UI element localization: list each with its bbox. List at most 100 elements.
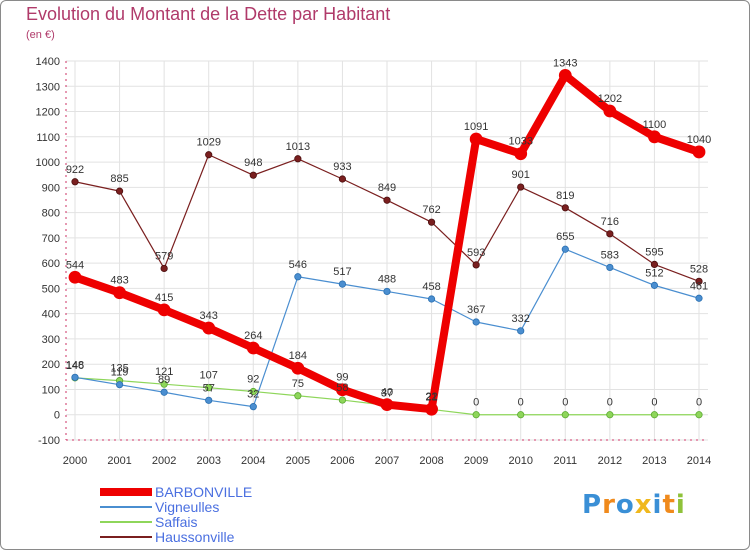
data-label: 107 [200, 370, 218, 382]
data-label: 264 [244, 330, 262, 342]
data-point [695, 411, 703, 419]
x-tick-label: 2014 [687, 455, 711, 467]
data-point [695, 294, 703, 302]
x-tick-label: 2013 [642, 455, 666, 467]
data-point [205, 151, 213, 159]
data-point [692, 145, 706, 159]
data-point [606, 230, 614, 238]
legend-label: Vigneulles [155, 499, 219, 515]
y-tick-label: 500 [42, 283, 60, 295]
data-point [291, 361, 305, 375]
x-tick-label: 2010 [508, 455, 532, 467]
x-tick-label: 2001 [107, 455, 131, 467]
chart-title: Evolution du Montant de la Dette par Hab… [26, 4, 391, 24]
data-label: 0 [651, 397, 657, 409]
data-point [249, 387, 257, 396]
data-label: 148 [66, 359, 84, 371]
data-point [246, 341, 260, 355]
data-point [338, 280, 347, 288]
logo-letter: i [652, 490, 663, 520]
data-point [160, 380, 168, 388]
data-point [517, 327, 525, 335]
data-point [160, 264, 168, 273]
data-label: 819 [556, 190, 574, 202]
data-point [650, 411, 659, 419]
x-tick-label: 2006 [330, 455, 354, 467]
legend-label: Haussonville [155, 529, 235, 545]
legend-label: BARBONVILLE [155, 484, 252, 500]
data-point [336, 383, 349, 397]
data-point [294, 155, 302, 163]
y-tick-label: 300 [42, 334, 60, 346]
data-point [606, 411, 614, 419]
data-point [338, 396, 347, 404]
data-point [695, 277, 703, 285]
data-point [383, 196, 391, 204]
data-label: 933 [333, 161, 351, 173]
data-label: 583 [601, 249, 619, 261]
y-tick-label: 1300 [36, 81, 60, 93]
data-point [249, 403, 257, 411]
data-label: 517 [333, 266, 351, 278]
data-label: 367 [467, 304, 485, 316]
logo-letter: P [582, 490, 603, 520]
data-label: 184 [289, 350, 307, 362]
data-label: 512 [645, 267, 663, 279]
data-label: 948 [244, 157, 262, 169]
logo-letter: r [602, 490, 616, 520]
data-point [472, 318, 480, 326]
data-point [650, 260, 659, 268]
data-label: 0 [518, 397, 524, 409]
data-label: 119 [111, 367, 129, 379]
x-tick-label: 2005 [286, 455, 310, 467]
data-label: 1202 [598, 93, 622, 105]
data-point [561, 204, 569, 212]
data-label: 32 [247, 389, 259, 401]
y-tick-label: 900 [42, 182, 60, 194]
data-point [71, 373, 79, 381]
data-label: 544 [66, 259, 84, 271]
data-label: 415 [155, 292, 173, 304]
data-point [472, 261, 480, 269]
y-tick-label: 1200 [36, 107, 60, 119]
data-point [380, 398, 394, 412]
data-point [71, 178, 79, 186]
data-point [205, 384, 213, 392]
data-point [427, 218, 436, 226]
data-point [425, 402, 438, 416]
data-point [205, 396, 213, 404]
y-tick-label: 100 [42, 384, 60, 396]
data-label: 922 [66, 164, 84, 176]
y-tick-label: -100 [38, 435, 60, 447]
data-point [606, 263, 614, 272]
x-tick-label: 2000 [63, 455, 87, 467]
data-label: 716 [601, 216, 619, 228]
x-tick-label: 2009 [464, 455, 488, 467]
data-label: 1040 [687, 134, 711, 146]
data-label: 1100 [643, 119, 667, 131]
data-label: 762 [422, 204, 440, 216]
logo-letter: x [634, 490, 653, 520]
data-point [383, 287, 391, 296]
y-tick-label: 0 [54, 410, 60, 422]
y-tick-label: 1400 [36, 56, 60, 68]
data-point [561, 245, 569, 253]
data-point [514, 147, 528, 161]
x-tick-label: 2011 [553, 455, 577, 467]
x-tick-label: 2012 [598, 455, 622, 467]
data-label: 37 [381, 387, 393, 399]
data-label: 483 [110, 275, 128, 287]
data-label: 655 [556, 231, 574, 243]
data-label: 885 [110, 173, 128, 185]
data-label: 40 [381, 387, 393, 399]
y-tick-label: 400 [42, 309, 60, 321]
y-tick-label: 600 [42, 258, 60, 270]
data-point [160, 388, 168, 396]
data-point [517, 183, 525, 191]
x-tick-label: 2008 [419, 455, 443, 467]
data-point [113, 286, 126, 300]
data-label: 461 [690, 280, 708, 292]
unit-label: (en €) [26, 29, 55, 41]
data-point [469, 132, 483, 146]
